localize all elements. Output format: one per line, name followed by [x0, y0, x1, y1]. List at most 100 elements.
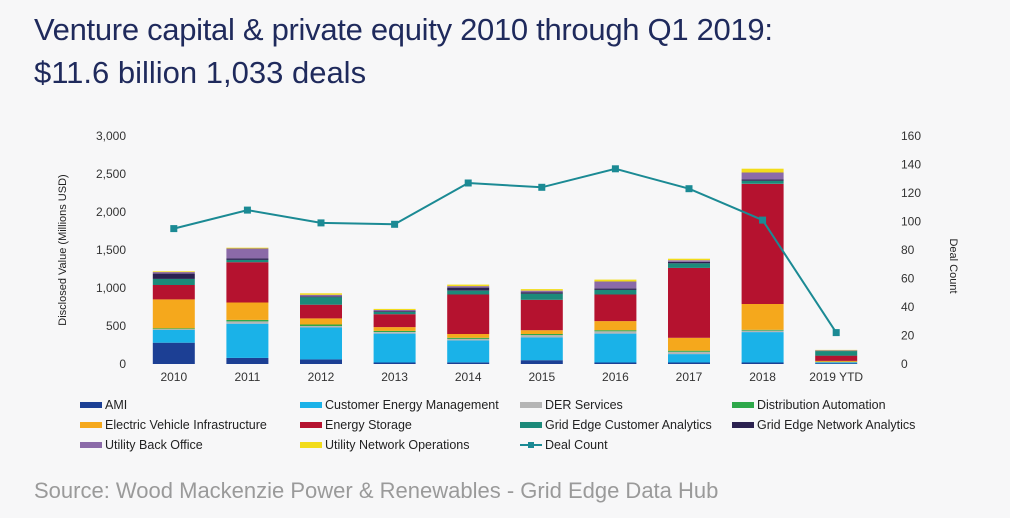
bar-grid-edge-network-analytics-2017: [668, 261, 710, 264]
bar-electric-vehicle-infrastructure-2014: [447, 334, 490, 338]
bar-ami-2018: [741, 362, 784, 364]
bar-distribution-automation-2012: [300, 324, 342, 326]
bar-distribution-automation-2013: [373, 330, 416, 332]
bar-ami-2010: [152, 342, 195, 364]
bar-distribution-automation-2017: [668, 350, 710, 352]
bar-customer-energy-management-2018: [741, 332, 784, 363]
legend-item-ami: AMI: [80, 398, 127, 412]
legend-swatch: [80, 442, 102, 448]
legend-label: AMI: [105, 398, 128, 412]
legend-item-utility-back-office: Utility Back Office: [80, 438, 203, 452]
deal-count-marker-2011: [243, 206, 251, 214]
legend-item-deal-count: Deal Count: [520, 438, 608, 452]
bar-der-services-2012: [300, 326, 342, 328]
bar-grid-edge-customer-analytics-2010: [152, 278, 195, 285]
bar-ami-2012: [300, 359, 342, 364]
bar-der-services-2017: [668, 351, 710, 355]
bar-der-services-2018: [741, 330, 784, 333]
bar-utility-back-office-2017: [668, 260, 710, 262]
x-tick-label: 2012: [308, 370, 335, 384]
bar-energy-storage-2010: [152, 285, 195, 300]
x-tick-label: 2019 YTD: [809, 370, 863, 384]
bar-grid-edge-customer-analytics-2015: [520, 293, 563, 300]
bar-grid-edge-network-analytics-2010: [152, 273, 195, 279]
bar-grid-edge-network-analytics-2015: [520, 292, 563, 294]
bar-ami-2016: [594, 362, 637, 364]
legend-swatch: [520, 422, 542, 428]
legend-swatch: [520, 402, 542, 408]
bar-energy-storage-2018: [741, 183, 784, 304]
bar-customer-energy-management-2019-ytd: [815, 362, 858, 364]
bar-der-services-2014: [447, 338, 490, 341]
deal-count-line: [173, 167, 838, 334]
bar-customer-energy-management-2015: [520, 337, 563, 361]
bar-distribution-automation-2011: [226, 319, 269, 322]
deal-count-marker-2014: [464, 179, 472, 187]
x-tick-label: 2015: [528, 370, 555, 384]
bar-utility-back-office-2011: [226, 248, 269, 259]
bar-utility-network-operations-2017: [668, 258, 710, 261]
bar-utility-network-operations-2018: [741, 168, 784, 173]
y-tick-label: 500: [106, 319, 126, 333]
bar-energy-storage-2015: [520, 299, 563, 331]
bar-der-services-2016: [594, 331, 637, 334]
legend-item-grid-edge-customer-analytics: Grid Edge Customer Analytics: [520, 418, 712, 432]
bar-customer-energy-management-2017: [668, 354, 710, 363]
bar-group: [152, 168, 858, 364]
bar-ami-2019-ytd: [815, 363, 858, 364]
bar-grid-edge-customer-analytics-2016: [594, 289, 637, 295]
deal-count-marker-2012: [317, 219, 325, 227]
x-tick-label: 2013: [381, 370, 408, 384]
bar-grid-edge-network-analytics-2012: [300, 296, 342, 298]
bar-electric-vehicle-infrastructure-2012: [300, 318, 342, 325]
bar-distribution-automation-2018: [741, 329, 784, 331]
deal-count-marker-2015: [538, 183, 546, 191]
legend-swatch: [300, 442, 322, 448]
bar-electric-vehicle-infrastructure-2010: [152, 299, 195, 329]
bar-customer-energy-management-2011: [226, 323, 269, 358]
y-tick-label: 2,000: [96, 205, 126, 219]
legend-label: Distribution Automation: [757, 398, 886, 412]
deal-count-marker-2010: [170, 225, 178, 233]
bar-electric-vehicle-infrastructure-2013: [373, 327, 416, 331]
bar-grid-edge-network-analytics-2018: [741, 179, 784, 181]
y2-tick-label: 40: [901, 300, 915, 314]
deal-count-marker-2019-ytd: [832, 329, 840, 337]
bar-der-services-2015: [520, 335, 563, 338]
deal-count-marker-2017: [685, 185, 693, 193]
x-tick-label: 2016: [602, 370, 629, 384]
legend-label: Grid Edge Network Analytics: [757, 418, 916, 432]
bar-distribution-automation-2015: [520, 334, 563, 336]
y2-axis-title: Deal Count: [947, 238, 959, 293]
bar-utility-network-operations-2014: [447, 284, 490, 287]
bar-electric-vehicle-infrastructure-2017: [668, 337, 710, 351]
bar-grid-edge-customer-analytics-2011: [226, 259, 269, 263]
x-tick-label: 2018: [749, 370, 776, 384]
y-tick-label: 3,000: [96, 129, 126, 143]
legend-swatch: [80, 402, 102, 408]
legend-label: Grid Edge Customer Analytics: [545, 418, 712, 432]
bar-grid-edge-customer-analytics-2018: [741, 180, 784, 184]
bar-ami-2013: [373, 362, 416, 364]
bar-energy-storage-2017: [668, 267, 710, 338]
x-tick-label: 2017: [676, 370, 703, 384]
bar-utility-network-operations-2011: [226, 247, 269, 249]
bar-customer-energy-management-2013: [373, 333, 416, 363]
legend-item-electric-vehicle-infrastructure: Electric Vehicle Infrastructure: [80, 418, 267, 432]
bar-ami-2011: [226, 357, 269, 364]
legend-item-energy-storage: Energy Storage: [300, 418, 412, 432]
bar-ami-2014: [447, 362, 490, 364]
bar-ami-2015: [520, 360, 563, 364]
bar-utility-network-operations-2016: [594, 279, 637, 282]
bar-electric-vehicle-infrastructure-2015: [520, 330, 563, 334]
legend-swatch: [520, 440, 542, 450]
chart-legend: AMI Customer Energy Management DER Service…: [80, 398, 960, 458]
bar-utility-back-office-2013: [373, 310, 416, 312]
deal-count-line-group: [170, 165, 840, 337]
y2-tick-label: 20: [901, 329, 915, 343]
bar-grid-edge-network-analytics-2013: [373, 311, 416, 312]
bar-distribution-automation-2010: [152, 328, 195, 330]
bar-utility-back-office-2015: [520, 290, 563, 293]
bar-energy-storage-2012: [300, 304, 342, 319]
legend-label: Utility Network Operations: [325, 438, 470, 452]
